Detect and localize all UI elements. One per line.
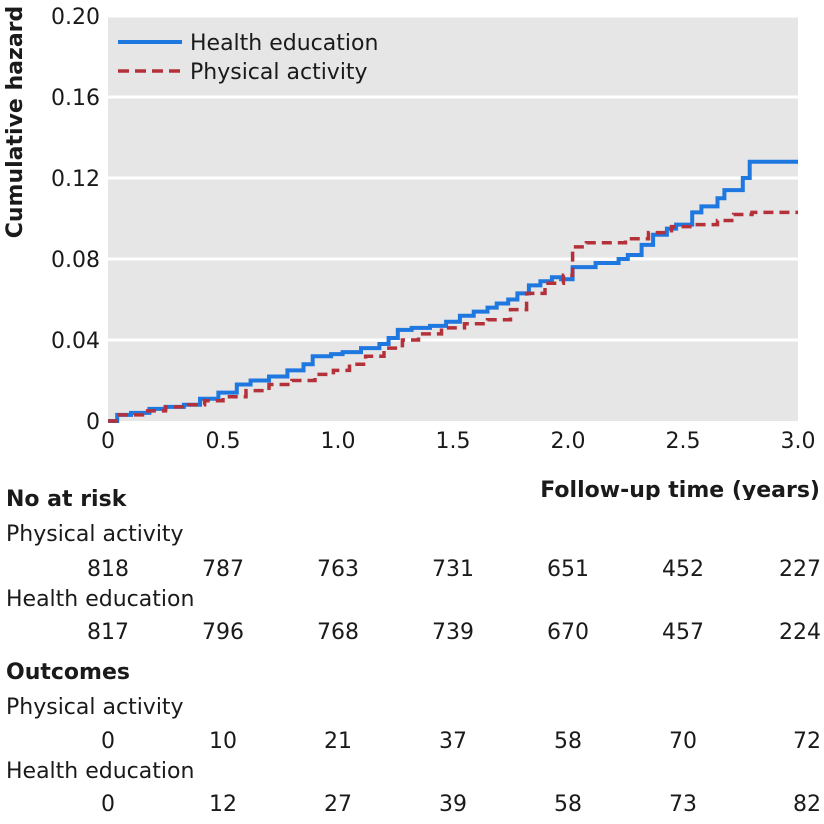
table-cell: 0	[101, 729, 115, 754]
x-tick-label: 0	[101, 429, 115, 454]
table-cell: 12	[209, 792, 237, 817]
x-tick-label: 0.5	[206, 429, 241, 454]
y-tick-label: 0.12	[51, 167, 100, 192]
cumulative-hazard-chart: 0 0.04 0.08 0.12 0.16 0.20 0 0.5 1.0 1.5 2.0 2.5 3.…	[3, 5, 820, 500]
at-risk-row-label: Physical activity	[6, 522, 184, 547]
plot-area	[108, 16, 798, 421]
outcomes-row-label: Physical activity	[6, 695, 184, 720]
at-risk-heading: No at risk	[6, 487, 127, 512]
legend-label: Physical activity	[190, 60, 368, 85]
series-line-physical-activity	[108, 210, 798, 423]
table-cell: 818	[87, 557, 129, 582]
x-tick-label: 1.0	[321, 429, 356, 454]
table-cell: 37	[439, 729, 467, 754]
y-tick-label: 0.20	[51, 5, 100, 30]
x-axis-title: Follow-up time (years)	[540, 478, 820, 500]
table-cell: 0	[101, 792, 115, 817]
table-cell: 817	[87, 620, 129, 645]
outcomes-heading: Outcomes	[6, 660, 130, 685]
table-cell: 227	[779, 557, 821, 582]
x-tick-label: 2.5	[666, 429, 701, 454]
table-cell: 224	[779, 620, 821, 645]
table-cell: 39	[439, 792, 467, 817]
y-tick-label: 0.04	[51, 329, 100, 354]
table-cell: 768	[317, 620, 359, 645]
table-cell: 82	[793, 792, 821, 817]
table-cell: 763	[317, 557, 359, 582]
table-cell: 651	[547, 557, 589, 582]
at-risk-row-label: Health education	[6, 587, 195, 612]
table-cell: 670	[547, 620, 589, 645]
table-cell: 72	[793, 729, 821, 754]
outcomes-row-label: Health education	[6, 759, 195, 784]
table-cell: 73	[669, 792, 697, 817]
table-cell: 70	[669, 729, 697, 754]
table-cell: 787	[202, 557, 244, 582]
table-cell: 796	[202, 620, 244, 645]
table-cell: 457	[662, 620, 704, 645]
y-tick-label: 0.16	[51, 86, 100, 111]
table-cell: 21	[324, 729, 352, 754]
table-cell: 739	[432, 620, 474, 645]
y-tick-label: 0	[86, 410, 100, 435]
table-cell: 10	[209, 729, 237, 754]
x-tick-label: 2.0	[551, 429, 586, 454]
x-tick-label: 1.5	[436, 429, 471, 454]
legend: Health education Physical activity	[118, 31, 378, 85]
table-cell: 58	[554, 792, 582, 817]
y-axis-title: Cumulative hazard	[3, 6, 28, 239]
table-cell: 58	[554, 729, 582, 754]
table-cell: 731	[432, 557, 474, 582]
table-cell: 27	[324, 792, 352, 817]
y-tick-label: 0.08	[51, 248, 100, 273]
table-cell: 452	[662, 557, 704, 582]
x-tick-label: 3.0	[781, 429, 816, 454]
legend-label: Health education	[190, 31, 378, 56]
